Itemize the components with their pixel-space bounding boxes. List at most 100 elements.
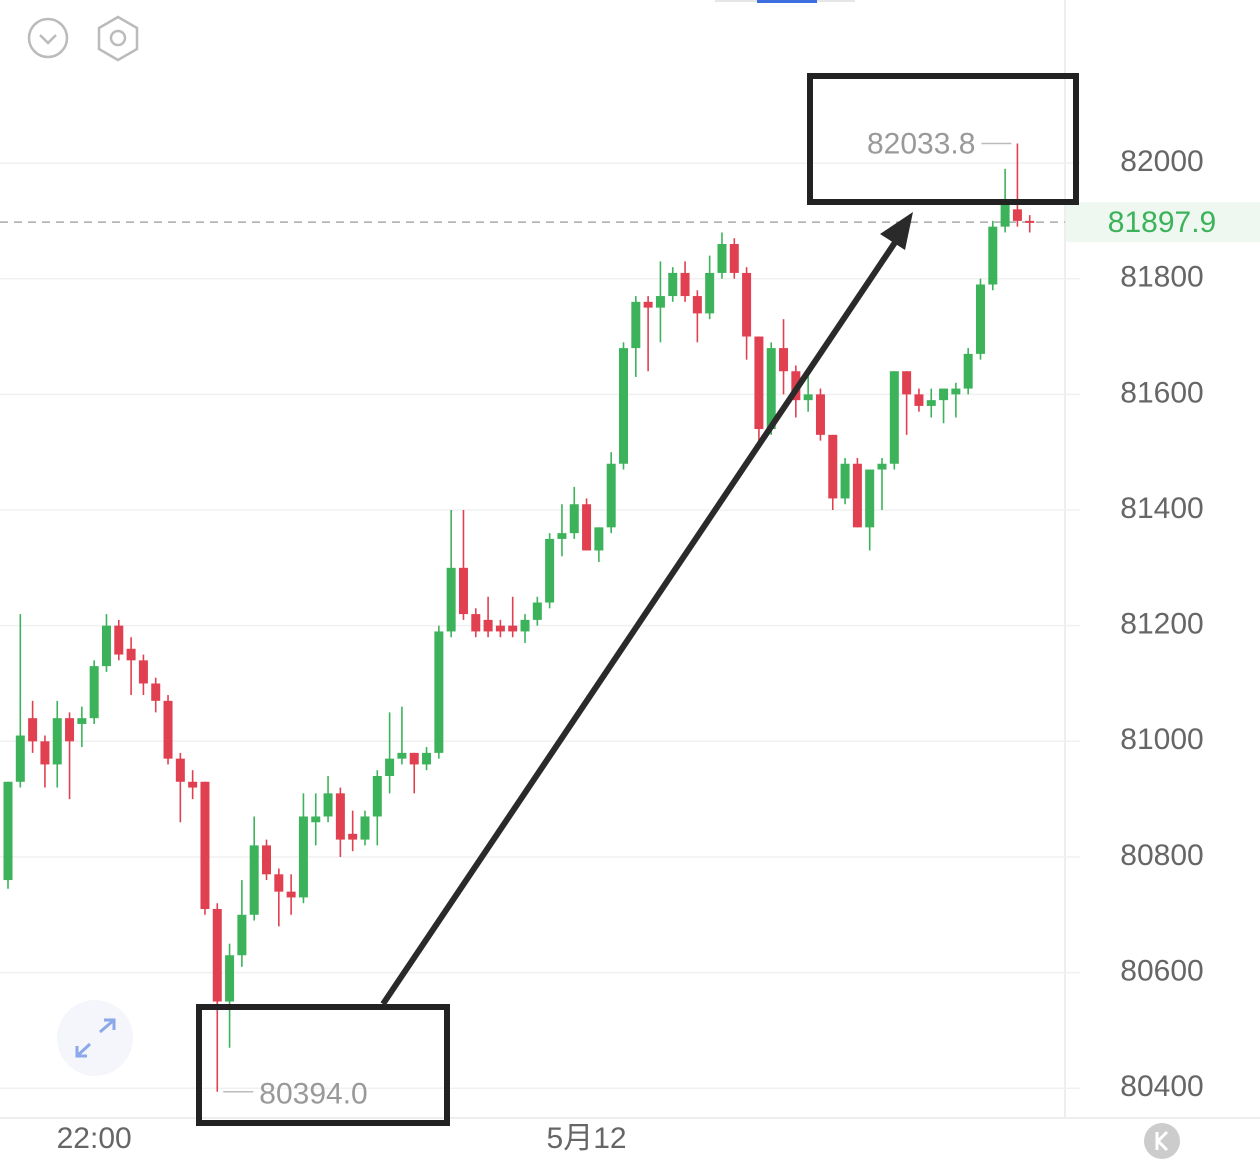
candle-body bbox=[692, 296, 702, 314]
candle-body bbox=[631, 301, 641, 349]
candle-body bbox=[138, 660, 148, 684]
candle-body bbox=[422, 752, 432, 765]
candle-body bbox=[557, 533, 567, 539]
top-tab-active bbox=[757, 0, 817, 3]
candle-body bbox=[225, 955, 235, 1002]
high-annotation: 82033.8 bbox=[867, 127, 975, 160]
candle-body bbox=[188, 781, 198, 788]
candle-body bbox=[902, 371, 912, 395]
y-tick-label: 80400 bbox=[1120, 1070, 1203, 1103]
candle-body bbox=[323, 793, 333, 817]
candle-body bbox=[286, 891, 296, 898]
candle-body bbox=[988, 226, 998, 285]
collapse-button[interactable] bbox=[27, 17, 69, 59]
candle-body bbox=[619, 348, 628, 464]
labels: 80400 80600 80800 81000 81200 81400 81600 81800… bbox=[57, 127, 1260, 1155]
candle-body bbox=[311, 816, 321, 823]
candle-body bbox=[1000, 203, 1010, 227]
last-price-label: 81897.9 bbox=[1108, 206, 1216, 239]
candle-body bbox=[249, 845, 259, 915]
candle-body bbox=[582, 504, 592, 551]
candle-body bbox=[212, 908, 222, 1002]
candle-body bbox=[914, 394, 924, 406]
candle-body bbox=[520, 619, 530, 632]
candle-body bbox=[409, 752, 419, 765]
arrow-line bbox=[380, 236, 901, 1006]
candle-body bbox=[200, 781, 210, 909]
candle-body bbox=[52, 718, 62, 765]
candle-body bbox=[852, 463, 862, 528]
arrow-head bbox=[880, 212, 913, 250]
candle-body bbox=[754, 336, 764, 430]
candle-body bbox=[865, 469, 875, 528]
candle-body bbox=[705, 272, 715, 314]
candle-body bbox=[175, 758, 185, 782]
candle-body bbox=[3, 781, 13, 881]
last-price-bg bbox=[1066, 202, 1260, 243]
candle-body bbox=[1025, 220, 1035, 223]
candle-body bbox=[840, 463, 850, 499]
candle-body bbox=[545, 538, 555, 603]
candle-body bbox=[15, 735, 25, 782]
settings-icon bbox=[109, 29, 127, 47]
candle-body bbox=[274, 874, 284, 892]
candle-body bbox=[680, 272, 690, 297]
candle-body bbox=[655, 296, 665, 308]
candle-body bbox=[151, 683, 161, 701]
candle-body bbox=[926, 400, 936, 406]
y-tick-label: 80600 bbox=[1120, 955, 1203, 988]
candle-body bbox=[434, 631, 444, 753]
candle-body bbox=[126, 648, 136, 661]
chevron-icon bbox=[39, 34, 57, 45]
candle-body bbox=[779, 348, 789, 372]
candle-body bbox=[28, 718, 38, 742]
candle-body bbox=[495, 625, 505, 632]
candle-body bbox=[508, 625, 518, 632]
candle-body bbox=[262, 845, 272, 875]
grid bbox=[0, 162, 1080, 1089]
candle-body bbox=[569, 504, 579, 534]
candle-body bbox=[385, 758, 395, 776]
candle-body bbox=[335, 793, 345, 840]
overlay bbox=[196, 73, 1079, 1126]
y-tick-label: 81800 bbox=[1120, 261, 1203, 294]
highlight-box bbox=[196, 1004, 450, 1126]
candle-body bbox=[397, 752, 407, 759]
candle-body bbox=[237, 914, 247, 956]
y-tick-label: 82000 bbox=[1120, 145, 1203, 178]
candles bbox=[3, 143, 1035, 1092]
toolbar bbox=[27, 15, 139, 62]
y-tick-label: 80800 bbox=[1120, 839, 1203, 872]
candle-body bbox=[815, 394, 825, 435]
candle-body bbox=[1012, 209, 1022, 221]
candle-body bbox=[643, 301, 653, 308]
candle-body bbox=[963, 353, 973, 389]
candle-body bbox=[40, 741, 50, 765]
candle-body bbox=[446, 567, 456, 632]
candle-body bbox=[951, 388, 961, 395]
candle-body bbox=[717, 244, 727, 273]
x-tick-label: 5月12 bbox=[547, 1122, 627, 1155]
settings-button[interactable] bbox=[97, 15, 139, 62]
candle-body bbox=[360, 816, 370, 840]
candle-body bbox=[594, 527, 604, 551]
candle-body bbox=[532, 602, 542, 620]
candle-body bbox=[766, 348, 776, 430]
candle-body bbox=[348, 833, 358, 840]
expand-button[interactable] bbox=[57, 1000, 133, 1076]
candle-body bbox=[975, 284, 985, 354]
candle-body bbox=[606, 463, 616, 528]
candle-body bbox=[114, 625, 124, 655]
expand-icon bbox=[75, 1018, 116, 1058]
candle-body bbox=[298, 816, 308, 898]
candle-body bbox=[877, 463, 887, 470]
candle-body bbox=[729, 244, 739, 273]
y-tick-label: 81200 bbox=[1120, 608, 1203, 641]
candle-body bbox=[77, 718, 87, 724]
candle-body bbox=[101, 625, 111, 667]
candle-body bbox=[372, 775, 382, 817]
k-button[interactable] bbox=[1144, 1123, 1180, 1159]
candle-body bbox=[742, 272, 752, 337]
